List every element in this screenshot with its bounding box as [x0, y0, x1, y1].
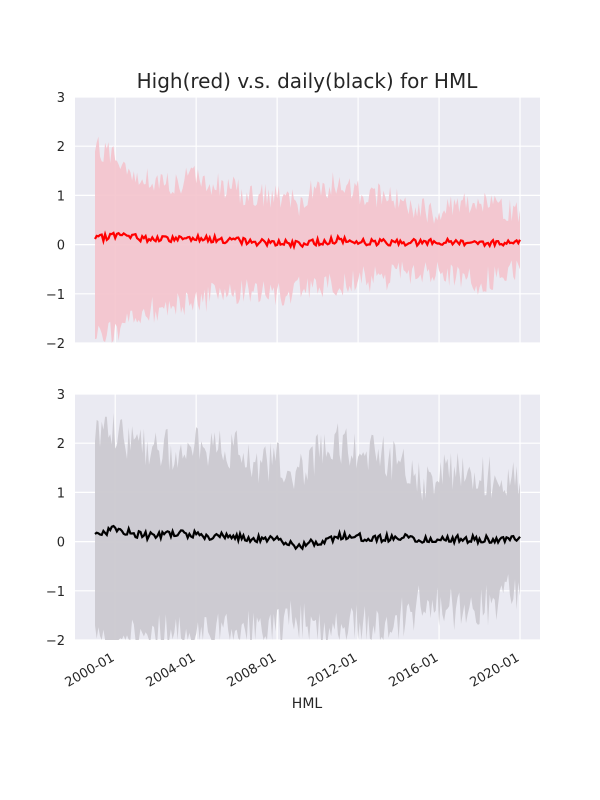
y-tick-label: 1 [57, 486, 65, 501]
x-tick-label: 2004-01 [144, 650, 199, 690]
x-tick-label: 2016-01 [387, 650, 442, 690]
y-ticks-high: −2 −1 0 1 2 3 [46, 91, 65, 352]
x-tick-label: 2020-01 [467, 650, 522, 690]
y-tick-label: −1 [46, 585, 65, 600]
x-ticks: 2000-01 2004-01 2008-01 2012-01 2016-01 2020-… [63, 650, 522, 690]
y-tick-label: 3 [57, 91, 65, 106]
y-tick-label: 2 [57, 140, 65, 155]
y-ticks-daily: −2 −1 0 1 2 3 [46, 388, 65, 649]
chart-title: High(red) v.s. daily(black) for HML [137, 69, 479, 93]
panel-high: −2 −1 0 1 2 3 [46, 91, 540, 352]
y-tick-label: 1 [57, 189, 65, 204]
panel-daily: −2 −1 0 1 2 3 [46, 388, 540, 649]
y-tick-label: −2 [46, 337, 65, 352]
y-tick-label: 0 [57, 239, 65, 254]
x-tick-label: 2008-01 [225, 650, 280, 690]
series-line-daily [94, 524, 521, 551]
x-tick-label: 2012-01 [306, 650, 361, 690]
series-line-high [94, 230, 521, 251]
band-high [95, 136, 520, 343]
x-axis-label: HML [292, 696, 323, 712]
y-tick-label: 0 [57, 536, 65, 551]
y-tick-label: 3 [57, 388, 65, 403]
y-tick-label: −2 [46, 634, 65, 649]
x-tick-label: 2000-01 [63, 650, 118, 690]
y-tick-label: −1 [46, 288, 65, 303]
band-daily [95, 413, 520, 640]
y-tick-label: 2 [57, 437, 65, 452]
